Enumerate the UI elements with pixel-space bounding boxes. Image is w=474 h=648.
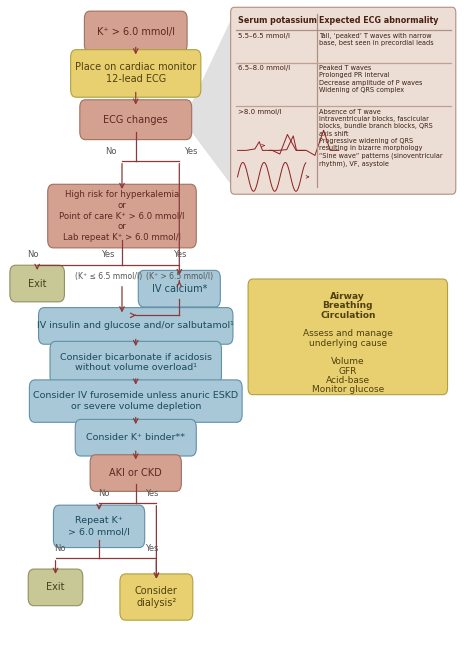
Text: Serum potassium: Serum potassium bbox=[238, 16, 317, 25]
FancyBboxPatch shape bbox=[120, 574, 193, 620]
FancyBboxPatch shape bbox=[38, 308, 233, 344]
Text: >8.0 mmol/l: >8.0 mmol/l bbox=[238, 109, 282, 115]
Text: Exit: Exit bbox=[28, 279, 46, 288]
FancyBboxPatch shape bbox=[138, 270, 220, 307]
FancyBboxPatch shape bbox=[54, 505, 145, 548]
Text: IV insulin and glucose and/or salbutamol¹: IV insulin and glucose and/or salbutamol… bbox=[37, 321, 234, 330]
Text: Peaked T waves
Prolonged PR interval
Decrease amplitude of P waves
Widening of Q: Peaked T waves Prolonged PR interval Dec… bbox=[319, 65, 423, 93]
Text: Acid-base: Acid-base bbox=[326, 376, 370, 385]
FancyBboxPatch shape bbox=[80, 100, 191, 139]
Text: IV calcium*: IV calcium* bbox=[152, 284, 207, 294]
FancyBboxPatch shape bbox=[10, 265, 64, 302]
Text: (K⁺ ≤ 6.5 mmol/l): (K⁺ ≤ 6.5 mmol/l) bbox=[74, 272, 142, 281]
Polygon shape bbox=[186, 12, 234, 189]
Text: AKI or CKD: AKI or CKD bbox=[109, 468, 162, 478]
Text: Monitor glucose: Monitor glucose bbox=[312, 386, 384, 395]
FancyBboxPatch shape bbox=[48, 184, 196, 248]
Text: ECG changes: ECG changes bbox=[103, 115, 168, 124]
Text: Consider
dialysis²: Consider dialysis² bbox=[135, 586, 178, 608]
Text: Consider bicarbonate if acidosis
without volume overload¹: Consider bicarbonate if acidosis without… bbox=[60, 353, 212, 373]
Text: 5.5–6.5 mmol/l: 5.5–6.5 mmol/l bbox=[238, 33, 290, 39]
FancyBboxPatch shape bbox=[75, 419, 196, 456]
Text: Yes: Yes bbox=[184, 146, 198, 156]
Text: Absence of T wave
Intraventricular blocks, fascicular
blocks, bundle branch bloc: Absence of T wave Intraventricular block… bbox=[319, 109, 443, 167]
FancyBboxPatch shape bbox=[71, 50, 201, 97]
FancyBboxPatch shape bbox=[90, 455, 182, 491]
FancyBboxPatch shape bbox=[28, 569, 83, 606]
Text: Exit: Exit bbox=[46, 583, 65, 592]
FancyBboxPatch shape bbox=[231, 7, 456, 194]
Text: Place on cardiac monitor
12-lead ECG: Place on cardiac monitor 12-lead ECG bbox=[75, 62, 196, 84]
Text: Volume: Volume bbox=[331, 357, 365, 366]
FancyBboxPatch shape bbox=[29, 380, 242, 422]
Text: Circulation: Circulation bbox=[320, 310, 375, 319]
Text: High risk for hyperkalemia
or
Point of care K⁺ > 6.0 mmol/l
or
Lab repeat K⁺ > 6: High risk for hyperkalemia or Point of c… bbox=[59, 190, 185, 242]
Text: Yes: Yes bbox=[145, 544, 158, 553]
FancyBboxPatch shape bbox=[248, 279, 447, 395]
Text: Consider K⁺ binder**: Consider K⁺ binder** bbox=[86, 434, 185, 442]
Text: Yes: Yes bbox=[145, 489, 158, 498]
Text: (K⁺ > 6.5 mmol/l): (K⁺ > 6.5 mmol/l) bbox=[146, 272, 213, 281]
Text: Airway: Airway bbox=[330, 292, 365, 301]
Text: Expected ECG abnormality: Expected ECG abnormality bbox=[319, 16, 439, 25]
FancyBboxPatch shape bbox=[50, 341, 221, 384]
Text: Breathing: Breathing bbox=[323, 301, 373, 310]
Text: Assess and manage: Assess and manage bbox=[303, 329, 393, 338]
FancyBboxPatch shape bbox=[84, 11, 187, 52]
Text: GFR: GFR bbox=[338, 367, 357, 376]
Text: Yes: Yes bbox=[173, 250, 186, 259]
Text: No: No bbox=[98, 489, 109, 498]
Text: No: No bbox=[27, 250, 38, 259]
Text: underlying cause: underlying cause bbox=[309, 339, 387, 347]
Text: Tall, ‘peaked’ T waves with narrow
base, best seen in precordial leads: Tall, ‘peaked’ T waves with narrow base,… bbox=[319, 33, 434, 46]
Text: Repeat K⁺
> 6.0 mmol/l: Repeat K⁺ > 6.0 mmol/l bbox=[68, 516, 130, 537]
Text: K⁺ > 6.0 mmol/l: K⁺ > 6.0 mmol/l bbox=[97, 27, 175, 37]
Text: No: No bbox=[105, 146, 116, 156]
Text: Consider IV furosemide unless anuric ESKD
or severe volume depletion: Consider IV furosemide unless anuric ESK… bbox=[33, 391, 238, 411]
Text: Yes: Yes bbox=[101, 250, 115, 259]
Text: No: No bbox=[55, 544, 66, 553]
Text: 6.5–8.0 mmol/l: 6.5–8.0 mmol/l bbox=[238, 65, 290, 71]
